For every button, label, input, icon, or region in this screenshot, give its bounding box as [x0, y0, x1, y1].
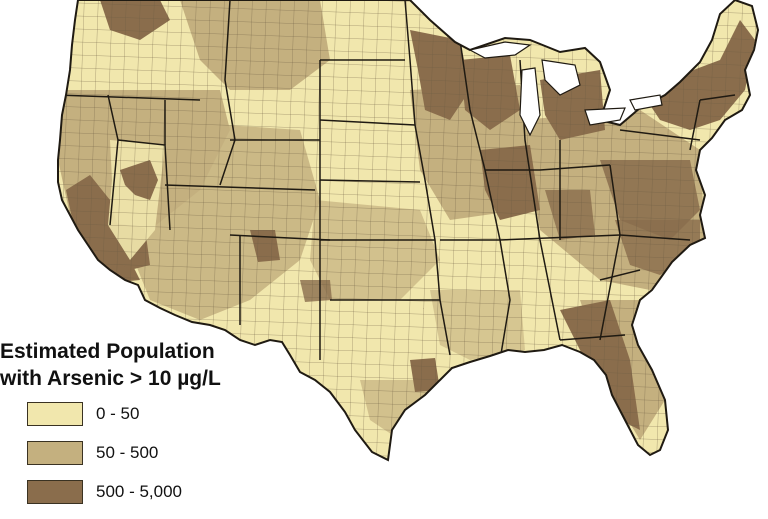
legend-item-medium: 50 - 500	[0, 441, 300, 465]
legend-title-line2: with Arsenic > 10 µg/L	[0, 367, 221, 390]
legend-title: Estimated Population with Arsenic > 10 µ…	[0, 338, 300, 392]
legend-label-high: 500 - 5,000	[96, 482, 183, 501]
map-legend: Estimated Population with Arsenic > 10 µ…	[0, 338, 300, 519]
great-lakes	[468, 41, 663, 137]
legend-item-high: 500 - 5,000	[0, 480, 300, 504]
legend-label-low: 0 - 50	[96, 404, 140, 423]
legend-swatch-medium	[27, 441, 83, 465]
state-borders	[58, 0, 736, 361]
legend-item-low: 0 - 50	[0, 402, 300, 426]
legend-swatch-high	[27, 480, 83, 504]
legend-items: 0 - 50 50 - 500 500 - 5,000	[0, 402, 300, 504]
legend-swatch-low	[27, 402, 83, 426]
legend-title-line1: Estimated Population	[0, 340, 215, 363]
legend-label-medium: 50 - 500	[96, 443, 159, 462]
